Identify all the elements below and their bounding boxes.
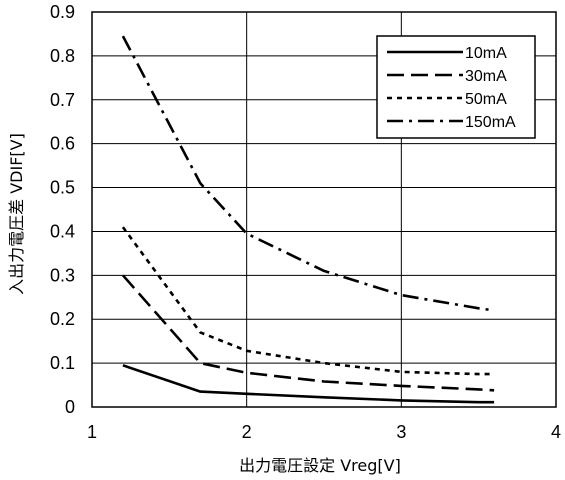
legend-label: 10mA — [465, 45, 507, 62]
legend-label: 50mA — [465, 91, 507, 108]
y-tick-label: 0.7 — [50, 90, 75, 110]
series-line-10ma — [122, 364, 495, 404]
series-line-150ma — [121, 35, 495, 312]
y-tick-label: 0.1 — [50, 353, 75, 373]
y-tick-label: 0.5 — [50, 178, 75, 198]
y-tick-label: 0.9 — [50, 2, 75, 22]
legend-label: 150mA — [465, 114, 516, 131]
legend: 10mA 30mA 50mA 150mA — [376, 35, 536, 139]
y-tick-label: 0.8 — [50, 46, 75, 66]
tick-labels: 1 2 3 4 0 0.1 0.2 0.3 0.4 0.5 0.6 0.7 0.8 0.9 — [50, 2, 561, 442]
series-line-30ma — [121, 274, 495, 392]
y-tick-label: 0.6 — [50, 134, 75, 154]
y-tick-label: 0.4 — [50, 221, 75, 241]
x-tick-label: 1 — [87, 422, 97, 442]
y-tick-label: 0.3 — [50, 265, 75, 285]
legend-label: 30mA — [465, 68, 507, 85]
y-tick-label: 0.2 — [50, 309, 75, 329]
y-tick-label: 0 — [65, 397, 75, 417]
series-line-50ma — [121, 226, 495, 376]
series-lines — [121, 35, 495, 404]
x-tick-label: 3 — [396, 422, 406, 442]
x-axis-label: 出力電圧設定 Vreg[V] — [239, 456, 401, 475]
plot-frame — [91, 11, 557, 408]
x-tick-label: 2 — [242, 422, 252, 442]
y-axis-label: 入出力電圧差 VDIF[V] — [7, 133, 26, 295]
x-tick-label: 4 — [551, 422, 561, 442]
